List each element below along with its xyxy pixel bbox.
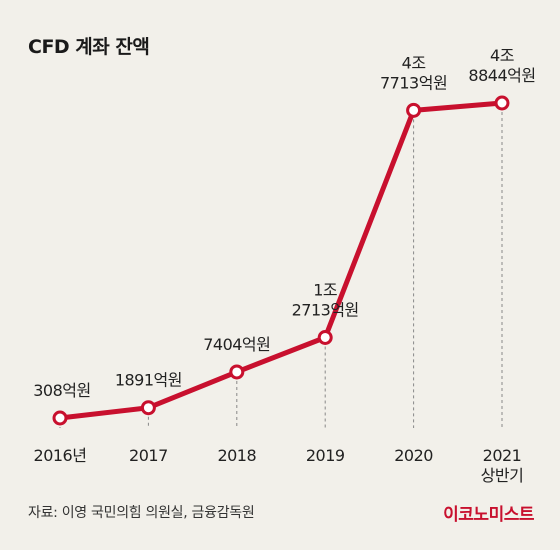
- x-tick-label: 상반기: [481, 466, 524, 485]
- data-point: [494, 95, 510, 111]
- source-note: 자료: 이영 국민의힘 의원실, 금융감독원: [28, 505, 255, 521]
- data-label: 4조: [402, 53, 426, 72]
- data-point: [140, 400, 156, 416]
- x-tick-label: 2021: [483, 446, 522, 465]
- data-label: 8844억원: [468, 66, 535, 85]
- data-label: 1891억원: [115, 371, 182, 390]
- data-label: 308억원: [33, 381, 90, 400]
- data-label: 2713억원: [292, 300, 359, 319]
- data-point: [52, 410, 68, 426]
- data-point: [406, 102, 422, 118]
- series-line: [57, 100, 505, 421]
- data-label: 7404억원: [203, 335, 270, 354]
- data-label: 7713억원: [380, 73, 447, 92]
- x-tick-label: 2016년: [34, 446, 87, 465]
- chart-title: CFD 계좌 잔액: [28, 36, 150, 58]
- data-label: 4조: [490, 46, 514, 65]
- data-label: 1조: [313, 280, 337, 299]
- x-tick-label: 2018: [217, 446, 256, 465]
- x-tick-label: 2019: [306, 446, 345, 465]
- data-point: [229, 364, 245, 380]
- x-tick-label: 2017: [129, 446, 168, 465]
- x-tick-label: 2020: [394, 446, 433, 465]
- data-point: [317, 329, 333, 345]
- brand-logo: 이코노미스트: [443, 505, 534, 525]
